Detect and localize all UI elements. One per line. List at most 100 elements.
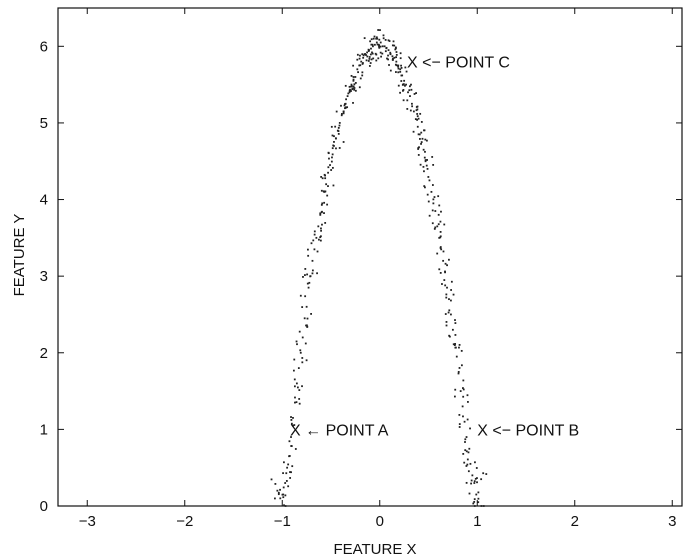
data-point bbox=[417, 117, 420, 120]
data-point bbox=[370, 47, 372, 50]
data-point bbox=[304, 295, 307, 298]
data-point bbox=[353, 87, 356, 89]
data-point bbox=[283, 461, 285, 464]
data-point bbox=[279, 497, 282, 500]
data-point bbox=[399, 68, 402, 71]
y-tick-label: 3 bbox=[40, 268, 48, 285]
data-point bbox=[298, 389, 301, 391]
data-point bbox=[320, 227, 322, 230]
data-point bbox=[405, 83, 407, 86]
data-point bbox=[296, 386, 299, 389]
data-point bbox=[379, 41, 382, 44]
data-point bbox=[320, 211, 323, 214]
data-point bbox=[485, 473, 488, 475]
data-point bbox=[433, 196, 436, 198]
data-point bbox=[301, 306, 304, 308]
data-point bbox=[316, 250, 319, 253]
data-point bbox=[340, 104, 342, 107]
data-point bbox=[436, 252, 439, 255]
data-point bbox=[340, 113, 343, 115]
data-point bbox=[358, 86, 361, 89]
point-annotation: X <− POINT C bbox=[407, 55, 510, 72]
y-tick-label: 6 bbox=[40, 38, 48, 55]
plot-border bbox=[57, 7, 683, 507]
data-point bbox=[465, 481, 468, 484]
data-point bbox=[432, 202, 435, 205]
data-point bbox=[431, 184, 434, 186]
data-point bbox=[475, 467, 478, 469]
data-point bbox=[442, 259, 445, 262]
data-point bbox=[365, 54, 367, 56]
data-point bbox=[412, 110, 415, 113]
data-point bbox=[292, 424, 294, 427]
data-point bbox=[308, 281, 311, 284]
data-point bbox=[473, 480, 476, 483]
data-point bbox=[352, 78, 355, 81]
data-point bbox=[338, 124, 341, 127]
data-point bbox=[320, 175, 323, 178]
data-point bbox=[369, 62, 372, 64]
data-point bbox=[464, 438, 467, 441]
data-point bbox=[394, 48, 397, 51]
x-tick-label: 0 bbox=[376, 513, 384, 530]
data-point bbox=[395, 53, 398, 56]
data-point bbox=[441, 283, 443, 285]
data-point bbox=[285, 480, 288, 482]
data-point bbox=[387, 54, 389, 57]
data-point bbox=[331, 156, 333, 159]
data-point bbox=[304, 268, 307, 270]
data-point bbox=[330, 169, 333, 171]
data-point bbox=[409, 109, 412, 112]
data-point bbox=[445, 293, 448, 296]
data-point bbox=[465, 436, 468, 438]
data-point bbox=[391, 44, 394, 47]
data-point bbox=[420, 121, 423, 123]
data-point bbox=[410, 83, 412, 86]
data-point bbox=[415, 109, 418, 112]
data-point bbox=[437, 195, 440, 198]
data-point bbox=[305, 324, 308, 327]
data-point bbox=[377, 57, 380, 60]
data-point bbox=[320, 189, 323, 192]
data-point bbox=[469, 462, 472, 465]
data-point bbox=[444, 271, 446, 274]
x-tick-label: −1 bbox=[274, 513, 291, 530]
data-point bbox=[305, 305, 308, 308]
data-point bbox=[291, 465, 294, 468]
data-point bbox=[361, 53, 364, 56]
y-tick-label: 5 bbox=[40, 115, 48, 132]
data-point bbox=[474, 461, 476, 464]
data-points bbox=[270, 29, 488, 507]
data-point bbox=[331, 166, 334, 169]
data-point bbox=[394, 47, 397, 50]
data-point bbox=[420, 142, 422, 145]
data-point bbox=[392, 40, 395, 43]
data-point bbox=[440, 210, 442, 213]
data-point bbox=[309, 275, 312, 278]
x-axis-label: FEATURE X bbox=[333, 541, 416, 558]
data-point bbox=[440, 248, 443, 251]
data-point bbox=[423, 170, 425, 173]
data-point bbox=[402, 99, 405, 102]
data-point bbox=[361, 74, 364, 77]
data-point bbox=[393, 56, 396, 59]
data-point bbox=[459, 390, 462, 392]
data-point bbox=[445, 321, 448, 323]
data-point bbox=[338, 122, 341, 124]
data-point bbox=[345, 106, 347, 109]
y-tick-label: 4 bbox=[40, 192, 48, 209]
data-point bbox=[424, 150, 426, 153]
data-point bbox=[364, 53, 367, 55]
data-point bbox=[299, 349, 302, 352]
data-point bbox=[370, 58, 373, 61]
data-point bbox=[416, 118, 419, 121]
data-point bbox=[399, 52, 402, 55]
data-point bbox=[350, 83, 353, 86]
data-point bbox=[299, 351, 302, 354]
data-point bbox=[471, 474, 474, 477]
data-point bbox=[394, 63, 397, 66]
data-point bbox=[298, 402, 301, 405]
data-point bbox=[438, 236, 441, 239]
data-point bbox=[414, 118, 417, 120]
data-point bbox=[380, 55, 383, 58]
